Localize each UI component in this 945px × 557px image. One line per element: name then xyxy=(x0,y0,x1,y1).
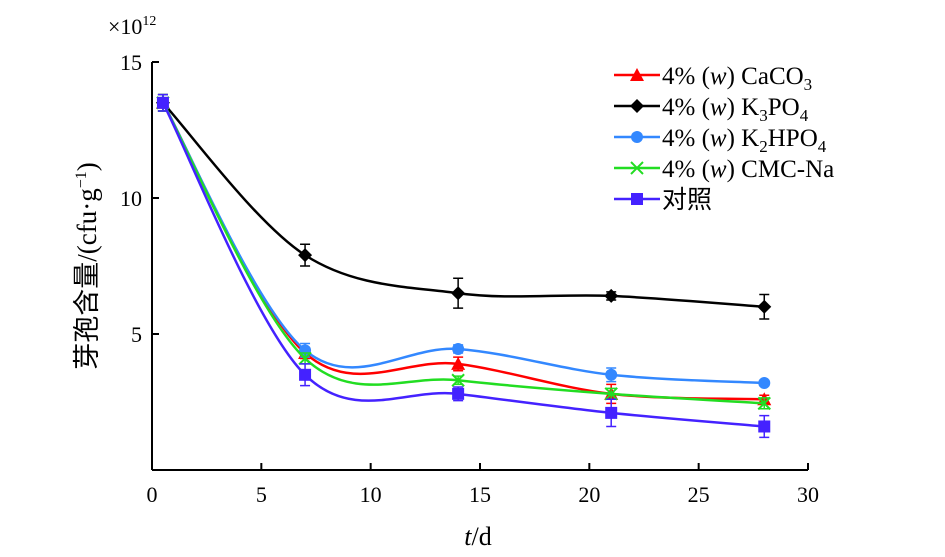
legend-item: 4% (w) CaCO3​ xyxy=(614,63,812,94)
data-point xyxy=(758,420,771,433)
data-point xyxy=(451,286,466,301)
axes xyxy=(151,62,808,471)
series-line xyxy=(161,102,765,385)
data-point xyxy=(451,373,465,387)
y-tick-label: 15 xyxy=(120,50,142,75)
y-tick-label: 5 xyxy=(131,322,142,347)
legend-item: 4% (w) K2​HPO4​ xyxy=(614,125,827,156)
x-tick-label: 25 xyxy=(688,482,710,507)
data-point xyxy=(757,299,772,314)
legend-label: 4% (w) CaCO3​ xyxy=(662,63,812,94)
data-point xyxy=(298,248,313,263)
legend-marker xyxy=(630,161,644,175)
data-point xyxy=(452,342,465,355)
legend-marker xyxy=(631,193,643,205)
y-axis-label: 芽孢含量/(cfu·g−1) xyxy=(72,162,102,370)
x-axis-label: t/d xyxy=(464,522,491,551)
multiplier-label: ×1012 xyxy=(108,14,156,39)
x-tick-label: 15 xyxy=(469,482,491,507)
data-point xyxy=(605,406,618,419)
x-tick-label: 0 xyxy=(147,482,158,507)
data-point xyxy=(452,387,465,400)
legend-label: 对照 xyxy=(662,186,712,214)
series-line xyxy=(161,102,765,405)
data-point xyxy=(604,288,619,303)
legend-marker xyxy=(630,99,644,113)
series-line xyxy=(161,102,765,428)
x-tick-label: 20 xyxy=(578,482,600,507)
x-tick-label: 30 xyxy=(797,482,819,507)
legend-marker xyxy=(631,131,643,143)
data-point xyxy=(156,96,169,109)
x-tick-label: 10 xyxy=(360,482,382,507)
x-tick-label: 5 xyxy=(256,482,267,507)
legend-item: 4% (w) CMC-Na xyxy=(614,156,834,183)
legend-marker xyxy=(630,68,644,81)
data-point xyxy=(757,396,771,411)
data-point xyxy=(758,376,771,389)
legend-item: 对照 xyxy=(614,186,712,214)
data-point xyxy=(604,387,618,401)
series-4 xyxy=(156,93,771,439)
data-point xyxy=(451,356,466,370)
legend-label: 4% (w) CMC-Na xyxy=(662,156,834,183)
legend: 4% (w) CaCO3​4% (w) K3​PO4​4% (w) K2​HPO… xyxy=(614,63,834,214)
data-point xyxy=(298,351,312,366)
legend-label: 4% (w) K2​HPO4​ xyxy=(662,125,827,156)
data-point xyxy=(605,368,618,381)
data-point xyxy=(299,368,312,381)
legend-label: 4% (w) K3​PO4​ xyxy=(662,94,809,125)
legend-item: 4% (w) K3​PO4​ xyxy=(614,94,809,125)
y-tick-label: 10 xyxy=(120,186,142,211)
